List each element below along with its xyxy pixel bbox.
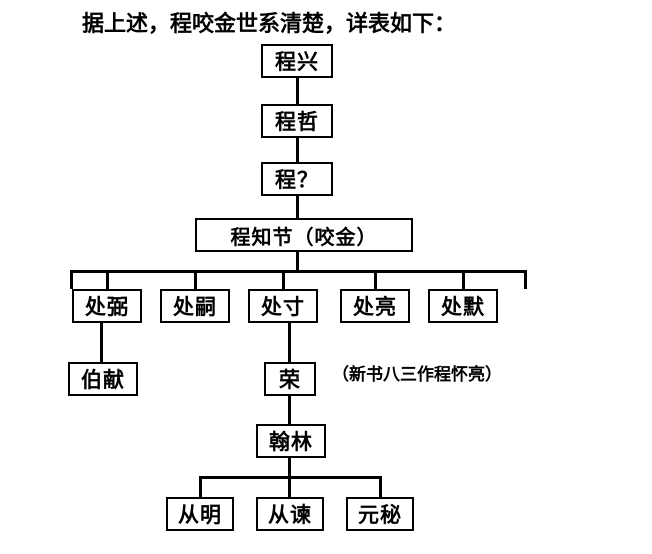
node-s4: 处亮 — [340, 289, 410, 323]
connector-v — [70, 270, 73, 289]
connector-v — [100, 323, 103, 362]
connector-v — [524, 270, 527, 289]
connector-v — [296, 78, 299, 104]
connector-v — [288, 476, 291, 497]
node-hl: 翰林 — [256, 424, 326, 458]
connector-v — [199, 476, 202, 497]
connector-v — [194, 270, 197, 289]
connector-v — [288, 458, 291, 476]
node-hl-label: 翰林 — [269, 426, 313, 456]
node-s4-label: 处亮 — [353, 291, 397, 321]
node-b1-label: 从明 — [178, 499, 222, 529]
intro-text: 据上述，程咬金世系清楚，详表如下： — [82, 6, 456, 38]
node-g3: 程？ — [261, 162, 333, 196]
connector-v — [282, 270, 285, 289]
node-s1: 处弼 — [72, 289, 142, 323]
node-g4-label: 程知节（咬金） — [231, 221, 378, 250]
node-s5-label: 处默 — [441, 291, 485, 321]
node-g4: 程知节（咬金） — [195, 218, 413, 252]
node-s1-label: 处弼 — [85, 291, 129, 321]
node-bx-label: 伯献 — [81, 364, 125, 394]
node-g2: 程哲 — [261, 104, 333, 138]
node-b3: 元秘 — [346, 497, 414, 531]
connector-v — [296, 196, 299, 218]
connector-v — [106, 270, 109, 289]
node-b1: 从明 — [166, 497, 234, 531]
connector-v — [296, 252, 299, 270]
connector-v — [374, 270, 377, 289]
node-s3-label: 处寸 — [261, 291, 305, 321]
tree-canvas: 据上述，程咬金世系清楚，详表如下： 程兴 程哲 程？ 程知节（咬金） 处弼 处嗣… — [0, 0, 652, 554]
connector-h — [70, 270, 527, 273]
node-rong-label: 荣 — [279, 364, 301, 394]
node-g1: 程兴 — [261, 44, 333, 78]
connector-h — [199, 476, 382, 479]
node-s5: 处默 — [428, 289, 498, 323]
connector-v — [288, 396, 291, 424]
connector-v — [379, 476, 382, 497]
node-b2: 从谏 — [256, 497, 324, 531]
node-g1-label: 程兴 — [275, 46, 319, 76]
node-s2-label: 处嗣 — [173, 291, 217, 321]
node-s2: 处嗣 — [160, 289, 230, 323]
connector-v — [288, 323, 291, 362]
node-g3-label: 程？ — [275, 164, 319, 194]
node-s3: 处寸 — [248, 289, 318, 323]
node-b2-label: 从谏 — [268, 499, 312, 529]
node-bx: 伯献 — [68, 362, 138, 396]
connector-v — [296, 138, 299, 162]
connector-v — [462, 270, 465, 289]
node-rong: 荣 — [264, 362, 316, 396]
side-note: （新书八三作程怀亮） — [332, 360, 502, 385]
node-b3-label: 元秘 — [358, 499, 402, 529]
node-g2-label: 程哲 — [275, 106, 319, 136]
